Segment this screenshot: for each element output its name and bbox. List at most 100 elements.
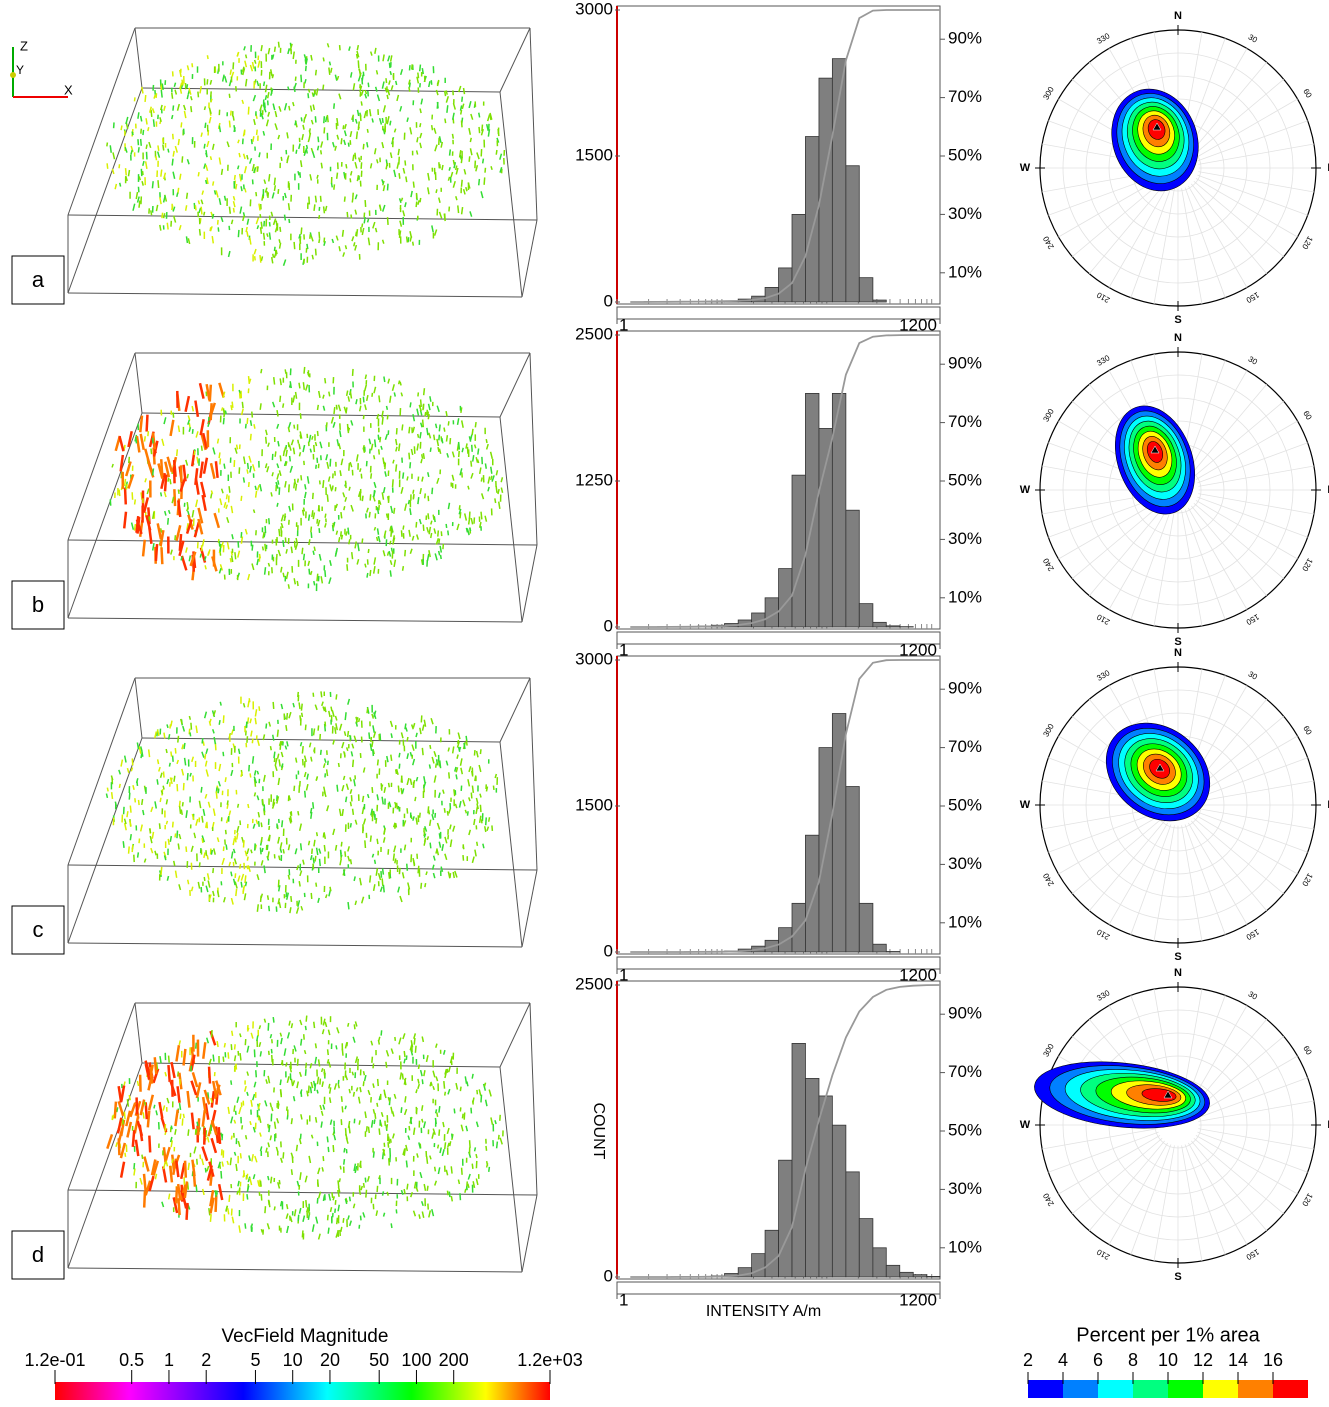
vector bbox=[135, 499, 136, 504]
vector bbox=[472, 429, 473, 435]
vector bbox=[355, 162, 357, 168]
vector bbox=[458, 418, 459, 425]
vector bbox=[298, 440, 299, 444]
vector bbox=[431, 521, 432, 525]
vector bbox=[411, 854, 412, 862]
vector bbox=[259, 1116, 261, 1123]
vector bbox=[239, 1187, 240, 1192]
vector bbox=[151, 210, 152, 215]
vector bbox=[480, 816, 481, 823]
vector bbox=[119, 1086, 121, 1102]
vector bbox=[378, 528, 379, 534]
vector bbox=[253, 756, 254, 763]
box-edge bbox=[68, 28, 135, 215]
vector bbox=[253, 1094, 255, 1100]
vector bbox=[425, 493, 426, 498]
box-edge bbox=[530, 353, 537, 545]
vector bbox=[192, 510, 193, 517]
vector bbox=[401, 530, 402, 536]
vector bbox=[367, 708, 368, 713]
direction-label: W bbox=[1020, 484, 1031, 496]
legend-tick-label: 10 bbox=[1158, 1350, 1178, 1370]
vector bbox=[286, 572, 288, 579]
vector bbox=[121, 126, 122, 131]
vector bbox=[196, 726, 197, 733]
vector bbox=[213, 447, 215, 454]
vector bbox=[173, 756, 174, 762]
vector bbox=[420, 488, 421, 494]
vector bbox=[174, 83, 175, 87]
vector bbox=[330, 887, 331, 891]
vector bbox=[481, 512, 482, 520]
vector bbox=[445, 119, 446, 124]
direction-label: S bbox=[1174, 1271, 1181, 1283]
vector bbox=[384, 376, 385, 381]
vector bbox=[449, 1067, 450, 1072]
vector bbox=[313, 864, 314, 870]
vector bbox=[365, 1178, 366, 1183]
vector bbox=[173, 172, 175, 179]
vector bbox=[231, 770, 233, 776]
vector bbox=[262, 799, 263, 806]
vector bbox=[320, 196, 321, 202]
vector bbox=[371, 1041, 372, 1046]
vector bbox=[107, 788, 108, 792]
vector bbox=[277, 503, 278, 507]
vector bbox=[150, 836, 152, 843]
vector bbox=[301, 843, 302, 850]
vector bbox=[143, 1112, 144, 1118]
degree-label: 300 bbox=[1041, 1042, 1056, 1059]
y2-tick-label: 50% bbox=[948, 795, 982, 814]
vector bbox=[465, 513, 467, 520]
vector bbox=[255, 256, 256, 260]
vector bbox=[130, 834, 131, 840]
vector bbox=[204, 144, 205, 149]
vector bbox=[315, 1057, 316, 1064]
vector bbox=[107, 142, 108, 146]
vector bbox=[299, 1208, 300, 1214]
vector bbox=[144, 436, 145, 441]
vector bbox=[152, 181, 153, 188]
vector bbox=[334, 184, 335, 189]
vector bbox=[259, 1025, 260, 1029]
vector bbox=[127, 811, 128, 817]
vector bbox=[436, 424, 437, 428]
vector bbox=[185, 758, 186, 765]
vector bbox=[383, 185, 384, 191]
vector bbox=[305, 1069, 306, 1076]
vector bbox=[237, 1097, 239, 1103]
vector bbox=[317, 519, 318, 524]
box-edge bbox=[530, 678, 537, 870]
vector bbox=[359, 1120, 360, 1124]
vector bbox=[417, 137, 418, 142]
vector bbox=[244, 46, 245, 50]
y-tick-label: 0 bbox=[604, 1266, 613, 1285]
y2-tick-label: 10% bbox=[948, 587, 982, 606]
vector bbox=[236, 184, 237, 189]
triad-label: Z bbox=[20, 38, 28, 53]
vector bbox=[419, 1214, 420, 1218]
vector bbox=[360, 114, 361, 121]
vector bbox=[413, 860, 414, 866]
vector bbox=[317, 88, 318, 95]
vector bbox=[253, 464, 255, 471]
vector bbox=[186, 547, 187, 552]
legend-swatch bbox=[1028, 1380, 1063, 1398]
vector bbox=[264, 233, 265, 240]
vector bbox=[382, 492, 383, 499]
vector bbox=[450, 873, 451, 878]
vector bbox=[167, 779, 168, 784]
vector bbox=[180, 1103, 181, 1110]
vector bbox=[337, 439, 338, 446]
vector bbox=[278, 837, 279, 844]
vector bbox=[353, 809, 354, 815]
vector bbox=[496, 150, 497, 155]
vector bbox=[299, 881, 300, 886]
vector bbox=[407, 476, 408, 480]
vector bbox=[353, 83, 354, 90]
vector bbox=[269, 1125, 270, 1132]
vector bbox=[263, 532, 264, 539]
vector bbox=[434, 751, 436, 756]
degree-label: 60 bbox=[1301, 87, 1314, 100]
vector bbox=[357, 559, 358, 564]
